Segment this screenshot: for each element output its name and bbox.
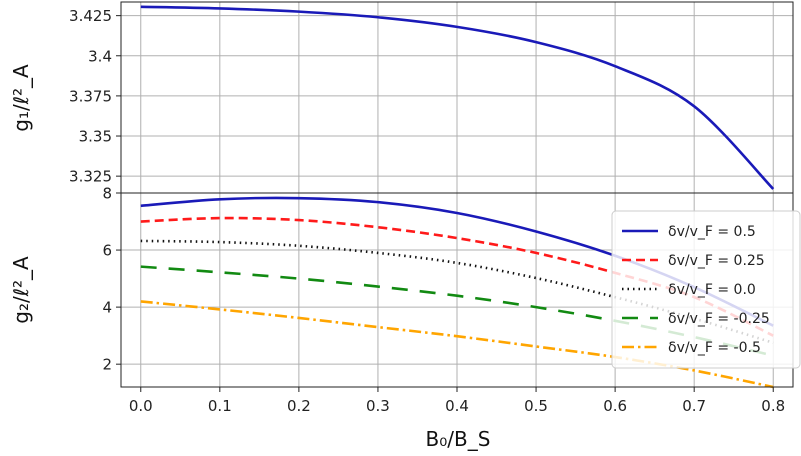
bottom-y-axis-label: g₂/ℓ²_A (9, 256, 33, 324)
legend-item: δv/v_F = 0.5 (622, 224, 756, 240)
top-y-tick-label: 3.425 (69, 7, 112, 25)
x-axis-label: B₀/B_S (426, 427, 491, 451)
x-tick-label: 0.3 (366, 397, 390, 415)
bot-series-line-1 (140, 216, 774, 337)
legend-item: δv/v_F = 0.25 (622, 253, 765, 269)
bot-y-tick-label: 6 (102, 242, 112, 260)
legend-label: δv/v_F = -0.25 (668, 311, 770, 327)
top-grid (121, 2, 793, 193)
legend-item: δv/v_F = -0.25 (622, 311, 770, 327)
x-tick-label: 0.1 (208, 397, 232, 415)
bottom-panel: 0.0 0.1 0.2 0.3 0.4 0.5 0.6 0.7 0.8 2 4 6 8 δv/v_F =… (102, 185, 801, 416)
x-tick-label: 0.4 (445, 397, 469, 415)
top-y-axis-label: g₁/ℓ²_A (9, 64, 33, 132)
legend-item: δv/v_F = 0.0 (622, 282, 756, 298)
x-tick-label: 0.2 (287, 397, 311, 415)
top-panel: 3.325 3.35 3.375 3.4 3.425 (69, 1, 794, 194)
x-tick-label: 0.5 (524, 397, 548, 415)
top-y-tick-label: 3.325 (69, 168, 112, 186)
x-tick-label: 0.7 (682, 397, 706, 415)
bot-y-tick-label: 4 (102, 299, 112, 317)
bottom-ticks: 0.0 0.1 0.2 0.3 0.4 0.5 0.6 0.7 0.8 2 4 6 8 (102, 185, 785, 416)
legend-label: δv/v_F = -0.5 (668, 340, 761, 356)
top-y-tick-label: 3.4 (88, 47, 112, 65)
legend-box (611, 210, 801, 369)
legend-label: δv/v_F = 0.5 (668, 224, 756, 240)
top-ticks: 3.325 3.35 3.375 3.4 3.425 (69, 7, 121, 186)
legend-item: δv/v_F = -0.5 (622, 340, 761, 356)
top-series-line-0 (140, 5, 775, 190)
legend-label: δv/v_F = 0.0 (668, 282, 756, 298)
top-y-tick-label: 3.35 (79, 128, 112, 146)
top-y-tick-label: 3.375 (69, 87, 112, 105)
legend-label: δv/v_F = 0.25 (668, 253, 765, 269)
legend: δv/v_F = 0.5 δv/v_F = 0.25 δv/v_F = 0.0 δv/… (611, 210, 801, 369)
bot-y-tick-label: 2 (102, 356, 112, 374)
x-tick-label: 0.6 (603, 397, 627, 415)
x-tick-label: 0.8 (761, 397, 785, 415)
bot-y-tick-label: 8 (102, 185, 112, 203)
x-tick-label: 0.0 (129, 397, 153, 415)
top-series-group (140, 5, 775, 190)
